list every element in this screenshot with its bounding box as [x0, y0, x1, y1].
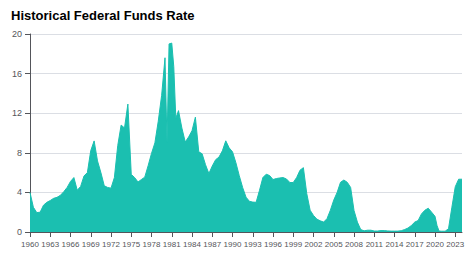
svg-text:2011: 2011	[366, 240, 384, 249]
svg-text:1987: 1987	[203, 240, 221, 249]
svg-text:2014: 2014	[386, 240, 404, 249]
svg-text:1960: 1960	[21, 240, 39, 249]
svg-text:16: 16	[12, 69, 22, 79]
svg-text:2005: 2005	[325, 240, 343, 249]
svg-text:4: 4	[17, 187, 22, 197]
svg-text:2017: 2017	[406, 240, 424, 249]
svg-text:1993: 1993	[244, 240, 262, 249]
svg-text:1990: 1990	[224, 240, 242, 249]
svg-text:1978: 1978	[143, 240, 161, 249]
svg-text:2002: 2002	[305, 240, 323, 249]
svg-text:1981: 1981	[163, 240, 181, 249]
svg-text:8: 8	[17, 148, 22, 158]
svg-text:1969: 1969	[82, 240, 100, 249]
svg-text:2023: 2023	[446, 240, 464, 249]
svg-text:1999: 1999	[284, 240, 302, 249]
svg-text:2008: 2008	[345, 240, 363, 249]
svg-text:1963: 1963	[41, 240, 59, 249]
svg-text:1996: 1996	[264, 240, 282, 249]
svg-text:1972: 1972	[102, 240, 120, 249]
svg-text:Historical Federal Funds Rate: Historical Federal Funds Rate	[11, 8, 195, 23]
svg-text:2020: 2020	[426, 240, 444, 249]
svg-text:1975: 1975	[122, 240, 140, 249]
svg-text:1984: 1984	[183, 240, 201, 249]
svg-text:0: 0	[17, 227, 22, 237]
svg-text:12: 12	[12, 108, 22, 118]
svg-text:20: 20	[12, 29, 22, 39]
svg-text:1966: 1966	[62, 240, 80, 249]
